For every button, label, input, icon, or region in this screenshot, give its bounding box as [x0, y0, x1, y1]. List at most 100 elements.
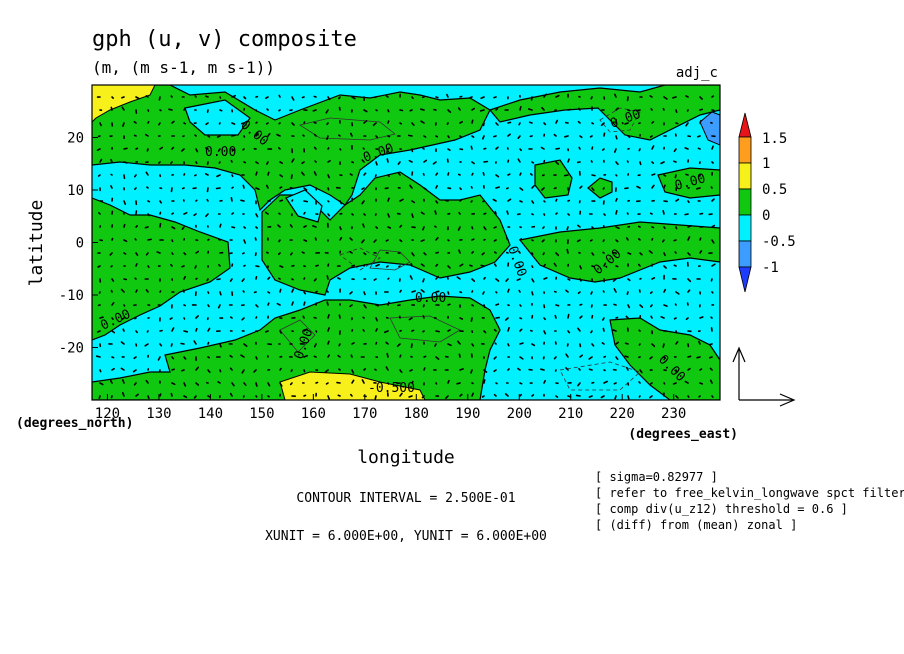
- wind-vector: [242, 252, 245, 255]
- wind-vector: [229, 278, 233, 282]
- contour-label: -0.500: [368, 381, 415, 396]
- wind-vector: [493, 356, 497, 360]
- wind-vector: [637, 238, 641, 241]
- wind-vector: [291, 288, 295, 293]
- wind-vector: [698, 340, 701, 345]
- wind-vector: [493, 226, 497, 229]
- wind-vector: [387, 277, 390, 280]
- wind-vector: [507, 326, 510, 332]
- wind-vector: [710, 316, 713, 319]
- wind-vector: [375, 226, 379, 229]
- wind-vector: [699, 212, 704, 215]
- wind-vector: [349, 132, 353, 137]
- wind-vector: [541, 239, 545, 243]
- dataset-tag: adj_c: [676, 65, 718, 81]
- wind-vector: [120, 341, 125, 345]
- wind-vector: [279, 161, 284, 164]
- wind-vector: [98, 212, 101, 215]
- wind-vector: [386, 352, 389, 358]
- wind-vector: [459, 198, 463, 202]
- wind-vector: [157, 356, 161, 361]
- wind-vector: [315, 264, 319, 267]
- wind-vector: [543, 93, 548, 98]
- wind-vector: [471, 226, 474, 230]
- wind-vector: [708, 356, 713, 359]
- wind-vector: [471, 304, 475, 307]
- wind-vector: [663, 382, 666, 385]
- wind-vector: [327, 160, 331, 163]
- wind-vector: [423, 252, 427, 256]
- wind-vector: [507, 343, 510, 347]
- wind-vector: [267, 132, 271, 137]
- wind-vector: [387, 382, 390, 385]
- wind-vector: [207, 291, 210, 294]
- wind-vector: [399, 354, 402, 358]
- wind-vector: [662, 107, 665, 111]
- wind-vector: [494, 210, 497, 215]
- wind-vector: [493, 263, 497, 267]
- wind-vector: [338, 343, 341, 347]
- wind-vector: [99, 369, 102, 373]
- wind-vector: [577, 224, 581, 228]
- wind-vector: [649, 95, 653, 98]
- wind-vector: [133, 382, 137, 386]
- wind-vector: [483, 304, 486, 309]
- wind-vector: [459, 317, 464, 320]
- wind-vector: [156, 251, 161, 254]
- wind-vector: [387, 213, 391, 218]
- wind-vector: [302, 315, 305, 319]
- wind-vector: [590, 96, 593, 100]
- wind-vector: [276, 302, 281, 306]
- wind-vector: [675, 340, 679, 345]
- wind-vector: [135, 262, 138, 267]
- wind-vector: [615, 135, 618, 140]
- wind-vector: [649, 212, 653, 215]
- wind-vector: [615, 198, 618, 202]
- wind-vector: [206, 198, 209, 202]
- wind-vector: [171, 356, 175, 360]
- wind-vector: [699, 316, 704, 319]
- wind-vector: [361, 159, 365, 163]
- wind-vector: [267, 276, 271, 280]
- wind-vector: [637, 225, 641, 228]
- wind-vector: [471, 107, 476, 111]
- x-tick-label: 200: [507, 406, 532, 422]
- wind-vector: [531, 343, 536, 347]
- wind-vector: [519, 187, 524, 191]
- wind-vector: [326, 135, 329, 140]
- wind-vector: [146, 148, 149, 152]
- wind-vector: [279, 186, 283, 189]
- wind-vector: [147, 238, 152, 241]
- wind-vector: [291, 96, 295, 101]
- wind-vector: [446, 122, 449, 126]
- wind-vector: [469, 96, 473, 99]
- wind-vector: [387, 135, 391, 138]
- wind-vector: [447, 291, 450, 295]
- wind-vector: [265, 122, 269, 125]
- wind-vector: [243, 161, 247, 164]
- wind-vector: [531, 394, 535, 397]
- wind-vector: [290, 252, 293, 256]
- wind-vector: [205, 147, 209, 150]
- wind-vector: [243, 382, 247, 386]
- wind-vector: [324, 369, 329, 373]
- wind-vector: [171, 212, 174, 215]
- wind-vector: [243, 343, 248, 347]
- wind-vector: [363, 120, 368, 124]
- wind-vector: [327, 340, 330, 345]
- wind-vector: [363, 109, 368, 113]
- wind-vector: [687, 200, 690, 204]
- wind-vector: [240, 199, 245, 202]
- wind-vector: [338, 314, 341, 319]
- wind-vector: [266, 161, 269, 165]
- wind-vector: [217, 304, 221, 309]
- wind-vector: [435, 172, 439, 176]
- wind-vector: [494, 342, 497, 345]
- wind-vector: [483, 212, 487, 215]
- wind-vector: [710, 186, 713, 189]
- wind-vector: [540, 368, 545, 371]
- wind-vector: [301, 251, 305, 254]
- wind-vector: [615, 341, 620, 345]
- wind-vector: [435, 356, 440, 360]
